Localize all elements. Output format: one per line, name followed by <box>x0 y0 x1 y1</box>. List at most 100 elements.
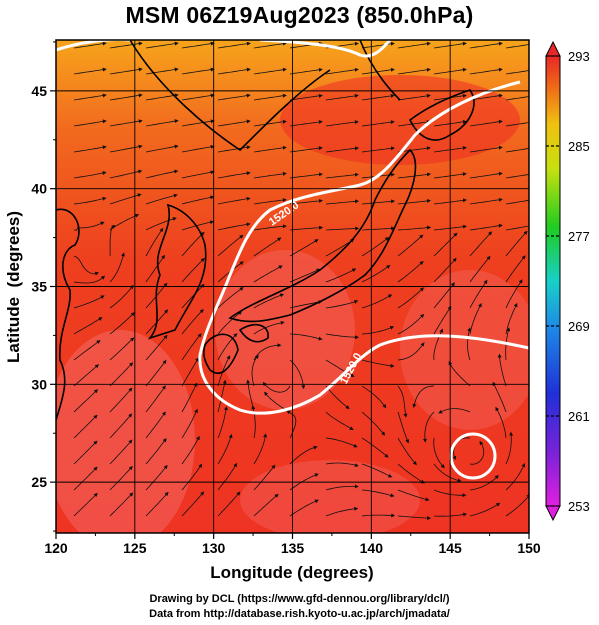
streamline <box>397 120 431 127</box>
streamline <box>181 119 215 127</box>
streamline <box>217 406 228 439</box>
coastlines <box>56 40 475 421</box>
streamline <box>289 473 319 491</box>
streamline <box>325 411 354 431</box>
streamline <box>109 67 143 75</box>
x-tick-label-140: 140 <box>360 540 384 556</box>
streamline <box>109 387 133 413</box>
streamline <box>145 359 167 387</box>
streamline <box>109 337 135 361</box>
streamline <box>73 221 105 231</box>
streamline <box>505 279 523 309</box>
streamline <box>289 300 323 309</box>
streamline <box>181 491 205 517</box>
y-axis: 25 30 35 40 45 <box>31 41 56 532</box>
streamline <box>325 462 359 467</box>
streamline <box>433 512 468 517</box>
x-tick-label-120: 120 <box>44 540 68 556</box>
y-tick-label-25: 25 <box>31 474 47 490</box>
streamline <box>217 462 238 491</box>
wind-streamlines <box>73 41 573 521</box>
streamline <box>145 193 178 205</box>
streamline <box>217 119 251 127</box>
streamline <box>397 172 431 179</box>
y-tick-label-35: 35 <box>31 279 47 295</box>
streamline <box>253 493 279 517</box>
streamline <box>361 265 391 283</box>
streamline <box>181 357 199 387</box>
streamline <box>73 340 101 361</box>
streamline <box>505 199 529 205</box>
streamline <box>325 199 360 205</box>
streamline <box>505 148 529 153</box>
streamline <box>433 305 452 335</box>
streamline <box>253 171 287 179</box>
streamline <box>109 252 125 283</box>
pink-patch-bottom <box>240 460 420 533</box>
streamline <box>467 327 472 361</box>
streamline <box>217 145 251 153</box>
streamline <box>109 144 143 153</box>
streamline <box>181 463 203 491</box>
pink-patch-left <box>56 330 195 533</box>
coastline-shikoku <box>238 323 269 343</box>
coastline-korea <box>147 203 207 340</box>
streamline <box>397 313 425 335</box>
streamline <box>109 465 133 491</box>
streamline <box>109 225 116 257</box>
streamline <box>73 295 105 309</box>
coastline-sakhalin <box>359 40 401 101</box>
streamline <box>145 67 179 75</box>
streamline <box>433 257 457 283</box>
streamline <box>433 146 467 153</box>
streamline <box>397 261 424 283</box>
streamline <box>433 67 467 75</box>
streamline <box>73 414 98 439</box>
y-axis-label: Latitude (degrees) <box>4 211 23 363</box>
streamline <box>469 93 503 101</box>
streamline <box>253 145 287 153</box>
streamline <box>433 224 467 231</box>
streamline <box>361 359 395 368</box>
streamline <box>145 93 179 101</box>
streamline <box>361 411 386 436</box>
y-tick-label-30: 30 <box>31 376 47 392</box>
streamline <box>181 435 200 465</box>
x-axis-label: Longitude (degrees) <box>210 563 373 582</box>
streamline <box>505 70 529 75</box>
streamline <box>542 43 573 48</box>
streamline <box>469 255 491 283</box>
coastline-kyushu <box>203 333 239 374</box>
colorbar: 293 285 277 269 261 253 <box>545 40 590 522</box>
streamline <box>469 41 503 49</box>
colorbar-label-293: 293 <box>568 49 590 64</box>
streamline <box>325 120 359 127</box>
streamline <box>289 146 323 153</box>
streamline <box>217 433 233 465</box>
streamline <box>73 255 100 276</box>
streamline <box>73 145 107 153</box>
streamline <box>433 198 467 205</box>
streamline <box>217 171 251 179</box>
streamline <box>181 195 215 205</box>
streamline <box>181 93 215 101</box>
streamline <box>325 226 360 231</box>
streamline <box>145 217 177 231</box>
streamline <box>217 222 251 231</box>
streamline <box>181 41 215 49</box>
streamline <box>397 385 408 418</box>
streamline <box>469 440 485 465</box>
streamline <box>325 172 359 179</box>
streamline <box>325 268 357 283</box>
streamline <box>289 67 323 75</box>
streamline <box>181 170 215 179</box>
streamline <box>181 283 205 309</box>
streamline <box>325 359 355 377</box>
streamline <box>251 354 259 387</box>
streamline <box>73 93 107 101</box>
grid <box>56 40 529 533</box>
streamline <box>253 119 287 127</box>
streamline <box>217 491 241 517</box>
streamline <box>145 227 164 257</box>
streamline <box>73 275 106 284</box>
